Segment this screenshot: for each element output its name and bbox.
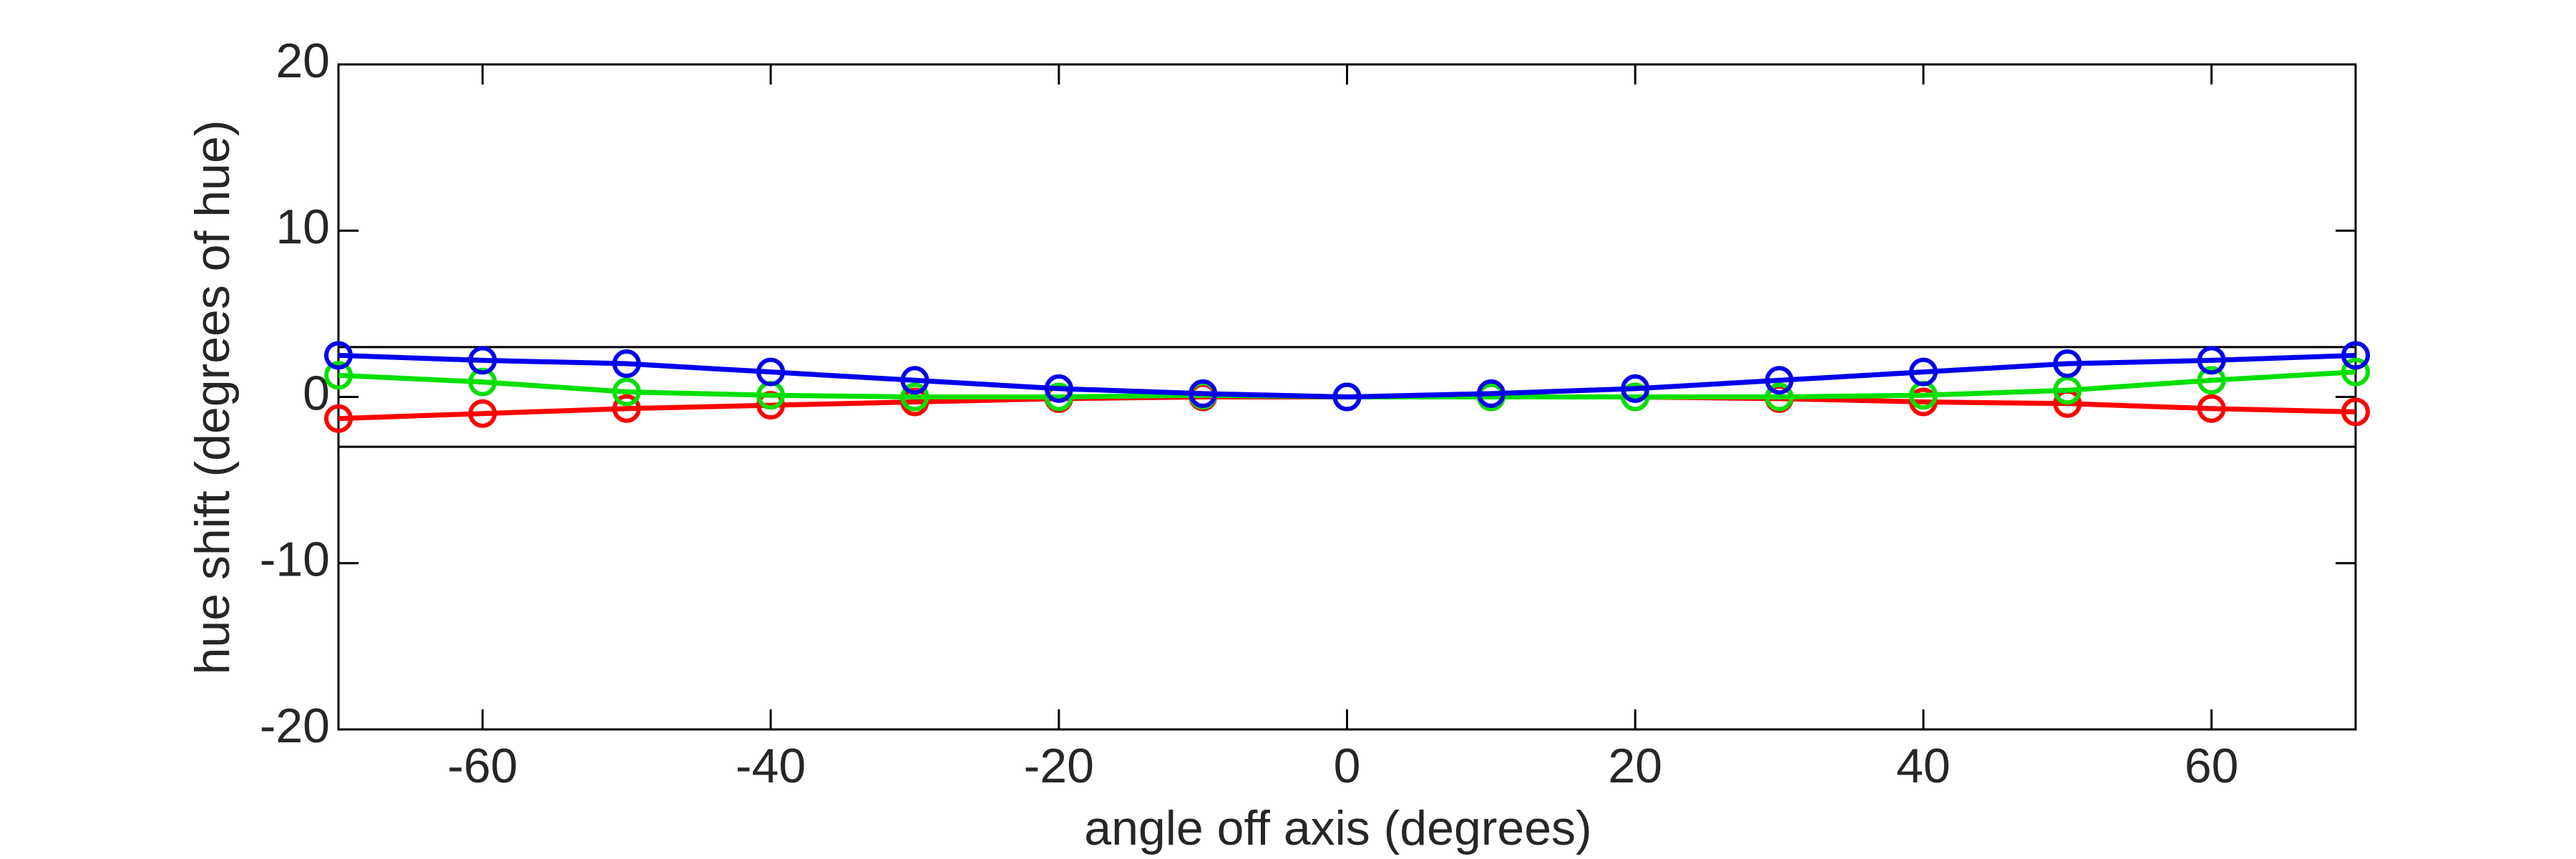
- data-point: [1044, 374, 1073, 403]
- data-point: [1621, 382, 1650, 412]
- data-point: [1621, 374, 1650, 403]
- data-point: [468, 399, 497, 428]
- data-point: [468, 346, 497, 375]
- data-point: [1044, 382, 1073, 412]
- x-tick-label: 0: [1334, 739, 1361, 793]
- data-point: [324, 361, 353, 390]
- x-axis-label: angle off axis (degrees): [1084, 801, 1591, 855]
- x-tick-label: 40: [1896, 739, 1951, 793]
- data-point: [1765, 366, 1794, 395]
- data-point: [2341, 397, 2370, 427]
- data-point: [1189, 379, 1218, 408]
- data-point: [612, 349, 641, 379]
- y-axis-label: hue shift (degrees of hue): [185, 120, 240, 675]
- data-point: [2341, 357, 2370, 387]
- data-point: [468, 367, 497, 397]
- x-tick-label: -40: [736, 739, 806, 793]
- x-tick-label: 20: [1608, 739, 1662, 793]
- data-point: [2197, 394, 2226, 423]
- y-tick-label: 20: [275, 34, 330, 88]
- x-tick-label: -60: [447, 739, 517, 793]
- data-point: [612, 394, 641, 423]
- data-point: [2197, 346, 2226, 375]
- data-point: [324, 404, 353, 433]
- data-point: [2053, 349, 2082, 379]
- data-point: [900, 382, 930, 412]
- y-tick-label: -10: [260, 533, 330, 587]
- data-point: [900, 366, 930, 395]
- data-point: [1476, 379, 1506, 408]
- data-point: [1765, 382, 1794, 412]
- data-point: [1332, 382, 1362, 412]
- y-tick-label: 10: [275, 200, 330, 254]
- data-point: [2053, 376, 2082, 405]
- y-tick-label: -20: [260, 699, 330, 753]
- data-point: [756, 357, 786, 387]
- x-tick-label: 60: [2185, 739, 2239, 793]
- data-point: [1908, 357, 1938, 387]
- x-tick-label: -20: [1024, 739, 1094, 793]
- data-point: [612, 377, 641, 407]
- data-point: [2197, 366, 2226, 395]
- data-point: [2341, 341, 2370, 370]
- series-line: [338, 352, 2356, 400]
- data-point: [324, 341, 353, 370]
